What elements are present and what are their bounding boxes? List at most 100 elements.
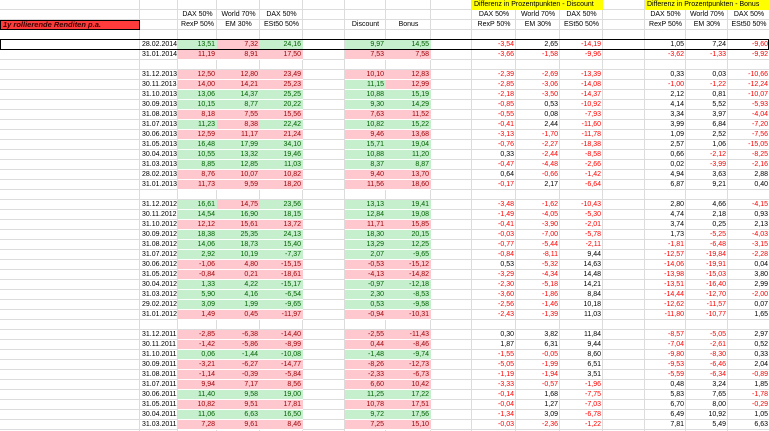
diff-cell: -0,85 xyxy=(498,101,514,108)
value-cell: 17,51 xyxy=(386,400,431,410)
diff-cell: 10,92 xyxy=(708,411,726,418)
diff-cell: -10,43 xyxy=(581,201,601,208)
diff-cell: -1,99 xyxy=(542,361,558,368)
selected-row[interactable] xyxy=(0,39,769,50)
diff-cell: 14,21 xyxy=(583,281,601,288)
diff-cell: -0,03 xyxy=(498,231,514,238)
diff-cell: -14,06 xyxy=(664,261,684,268)
value-cell: 7,28 xyxy=(178,420,217,430)
diff-cell: 3,34 xyxy=(670,111,684,118)
date: 31.03.2011 xyxy=(142,421,177,428)
value-cell: 34,10 xyxy=(260,140,303,150)
diff-cell: -10,07 xyxy=(748,91,768,98)
diff-cell: 1,65 xyxy=(754,311,768,318)
diff-cell: 7,65 xyxy=(712,391,726,398)
value-cell: 1,49 xyxy=(178,310,217,320)
value-cell: 10,15 xyxy=(178,100,217,110)
diff-cell: -9,92 xyxy=(752,51,768,58)
date: 31.10.2011 xyxy=(142,351,177,358)
value-cell: -4,13 xyxy=(345,270,386,280)
value-cell: -1,48 xyxy=(345,350,386,360)
value-cell: 15,61 xyxy=(217,220,260,230)
value-cell: 11,40 xyxy=(178,390,217,400)
diff-cell: 3,51 xyxy=(587,371,601,378)
value-cell: 11,15 xyxy=(345,80,386,90)
value-cell: 1,99 xyxy=(217,300,260,310)
diff-cell: -1,49 xyxy=(498,211,514,218)
date: 31.12.2012 xyxy=(142,201,178,208)
date: 31.12.2013 xyxy=(142,71,178,78)
diff-cell: 11,03 xyxy=(584,311,601,318)
date: 30.06.2012 xyxy=(142,261,178,268)
diff-cell: 0,08 xyxy=(544,111,558,118)
column-header: DAX 50% xyxy=(733,11,765,18)
diff-cell: 1,85 xyxy=(754,381,768,388)
diff-cell: 2,99 xyxy=(754,281,768,288)
diff-cell: -14,08 xyxy=(581,81,601,88)
date: 31.12.2011 xyxy=(142,331,177,338)
diff-cell: -2,85 xyxy=(498,81,514,88)
value-cell: 0,21 xyxy=(217,270,260,280)
diff-cell: -7,56 xyxy=(752,131,768,138)
value-cell: 0,53 xyxy=(345,300,386,310)
column-header: EM 30% xyxy=(693,21,721,28)
diff-cell: -7,75 xyxy=(585,391,601,398)
column-header: World 70% xyxy=(689,11,725,18)
grid-line xyxy=(559,0,560,431)
value-cell: 25,23 xyxy=(260,80,303,90)
diff-cell: 9,44 xyxy=(587,341,601,348)
value-cell: 14,75 xyxy=(217,200,260,210)
diff-cell: 11,84 xyxy=(584,331,601,338)
diff-cell: 2,18 xyxy=(712,211,726,218)
diff-cell: 9,44 xyxy=(587,251,601,258)
diff-cell: 6,49 xyxy=(670,411,684,418)
diff-cell: -1,58 xyxy=(542,51,558,58)
diff-cell: -11,78 xyxy=(581,131,601,138)
value-cell: 19,08 xyxy=(386,210,431,220)
grid-line xyxy=(602,0,603,431)
date: 31.05.2013 xyxy=(142,141,178,148)
date: 31.05.2012 xyxy=(142,271,178,278)
value-cell: -11,97 xyxy=(260,310,303,320)
value-cell: 19,04 xyxy=(386,140,431,150)
diff-cell: -3,15 xyxy=(752,241,768,248)
grid-line xyxy=(644,0,645,431)
value-cell: 11,25 xyxy=(345,390,386,400)
diff-cell: 2,80 xyxy=(670,201,684,208)
diff-cell: -5,32 xyxy=(542,261,558,268)
value-cell: 0,45 xyxy=(217,310,260,320)
diff-cell: -2,43 xyxy=(498,311,514,318)
value-cell: 2,07 xyxy=(345,250,386,260)
column-header: ESt50 50% xyxy=(263,21,300,28)
diff-cell: -1,70 xyxy=(542,131,558,138)
column-header: RexP 50% xyxy=(477,21,511,28)
diff-cell: -7,00 xyxy=(542,231,558,238)
value-cell: 4,80 xyxy=(217,260,260,270)
value-cell: 1,33 xyxy=(178,280,217,290)
value-cell: 7,63 xyxy=(345,110,386,120)
diff-cell: -14,44 xyxy=(664,291,684,298)
value-cell: 14,37 xyxy=(217,90,260,100)
date: 31.07.2013 xyxy=(142,121,178,128)
diff-cell: -6,34 xyxy=(710,371,726,378)
value-cell: 22,42 xyxy=(260,120,303,130)
value-cell: 13,13 xyxy=(345,200,386,210)
diff-cell: -13,51 xyxy=(664,281,684,288)
value-cell: 10,19 xyxy=(217,250,260,260)
diff-cell: 4,74 xyxy=(670,211,684,218)
diff-cell: -3,66 xyxy=(498,51,514,58)
value-cell: -15,17 xyxy=(260,280,303,290)
diff-cell: 5,49 xyxy=(712,421,726,428)
value-cell: 12,50 xyxy=(178,70,217,80)
diff-cell: 6,87 xyxy=(670,181,684,188)
diff-cell: -14,19 xyxy=(581,41,601,48)
grid-line xyxy=(685,0,686,431)
date: 31.03.2012 xyxy=(142,291,178,298)
diff-cell: -6,78 xyxy=(585,411,601,418)
diff-cell: -0,03 xyxy=(498,421,514,428)
diff-cell: 2,44 xyxy=(544,121,558,128)
value-cell: -2,33 xyxy=(345,370,386,380)
date: 28.02.2013 xyxy=(142,171,178,178)
diff-cell: 9,21 xyxy=(712,181,726,188)
value-cell: 15,22 xyxy=(386,120,431,130)
